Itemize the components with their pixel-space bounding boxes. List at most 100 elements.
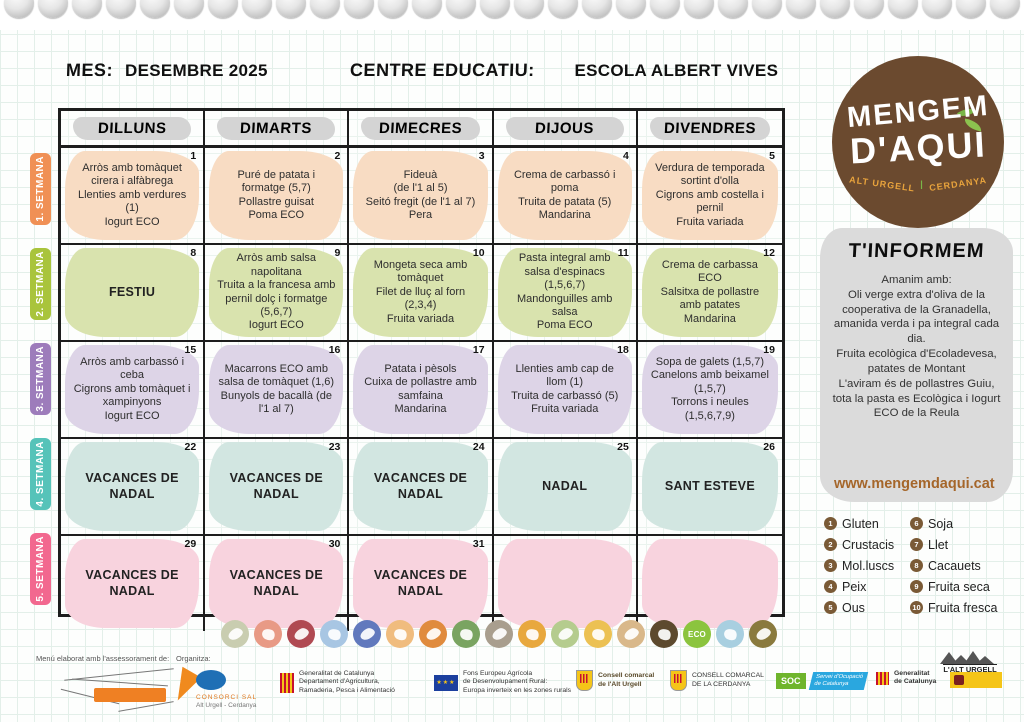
day-number: 22	[184, 441, 197, 453]
footer: Menú elaborat amb l'assessorament de: Or…	[28, 650, 1008, 718]
menu-blob: Puré de patata i formatge (5,7) Pollastr…	[209, 151, 344, 240]
week-row: 22 VACANCES DE NADAL 23 VACANCES DE NADAL 24…	[61, 439, 782, 536]
day-number: 29	[184, 538, 197, 550]
mountains-icon	[940, 650, 1000, 664]
week-tab-3: 3. SETMANA	[30, 343, 51, 415]
allergen-label: Mol.luscs	[842, 558, 895, 573]
allergen-label: Crustacis	[842, 537, 895, 552]
gencat-logo: Generalitat de Catalunya	[876, 670, 936, 687]
menu-cell	[638, 536, 782, 631]
allergen-number-icon: 7	[910, 538, 923, 551]
info-title: T'INFORMEM	[848, 240, 986, 262]
allergen-label: Gluten	[842, 516, 879, 531]
poultry-icon	[518, 620, 546, 648]
week-tab-label: 3. SETMANA	[35, 346, 46, 412]
day-number: 16	[328, 344, 341, 356]
menu-text: VACANCES DE NADAL	[229, 471, 323, 501]
onion-icon	[584, 620, 612, 648]
binder-ring	[582, 0, 612, 18]
food-icons-row: ECO	[221, 620, 777, 648]
binder-ring	[242, 0, 272, 18]
binder-ring	[174, 0, 204, 18]
day-number: 23	[328, 441, 341, 453]
allergen-item: 7 Llet	[910, 534, 1014, 555]
menu-blob: NADAL	[497, 442, 632, 531]
menu-blob: VACANCES DE NADAL	[209, 442, 344, 531]
binder-ring	[684, 0, 714, 18]
menu-calendar: DILLUNS DIMARTS DIMECRES DIJOUS DIVENDRE…	[58, 108, 785, 631]
menu-cell: 4 Crema de carbassó i poma Truita de pata…	[494, 148, 638, 243]
website-link[interactable]: www.mengemdaqui.cat	[834, 476, 995, 492]
week-tab-label: 5. SETMANA	[35, 536, 46, 602]
binder-ring	[616, 0, 646, 18]
allergen-label: Ous	[842, 600, 865, 615]
menu-cell: 26 SANT ESTEVE	[638, 439, 782, 534]
fish-icon	[320, 620, 348, 648]
day-number: 26	[763, 441, 775, 453]
menu-text: Pasta integral amb salsa d'espinacs (1,5…	[517, 252, 613, 332]
allergen-item: 3 Mol.luscs	[824, 555, 910, 576]
senyera-icon	[876, 671, 889, 685]
day-number: 10	[472, 247, 485, 259]
soc-logo: SOC Servei d'Ocupació de Catalunya	[776, 672, 868, 690]
allergen-number-icon: 10	[910, 601, 923, 614]
allergen-number-icon: 9	[910, 580, 923, 593]
chicken-leg-icon	[254, 620, 282, 648]
allergen-number-icon: 4	[824, 580, 837, 593]
menu-text: VACANCES DE NADAL	[85, 568, 179, 598]
blue-fish-icon	[353, 620, 381, 648]
binder-ring	[38, 0, 68, 18]
binder-ring	[956, 0, 986, 18]
binder-ring	[446, 0, 476, 18]
month-value: DESEMBRE 2025	[125, 61, 268, 80]
allergen-item: 4 Peix	[824, 576, 910, 597]
binder-ring	[752, 0, 782, 18]
day-number: 12	[763, 247, 775, 259]
menu-blob: Fideuà (de l'1 al 5) Seitó fregit (de l'…	[353, 151, 488, 240]
binder-ring	[310, 0, 340, 18]
consell-alt-urgell-logo: Consell comarcal de l'Alt Urgell	[576, 670, 654, 691]
binder-ring	[140, 0, 170, 18]
eu-feader-logo: ★★★ Fons Europeu Agrícola de Desenvolupa…	[434, 670, 571, 695]
weekday-dimarts: DIMARTS	[205, 111, 350, 145]
menu-blob: Pasta integral amb salsa d'espinacs (1,5…	[497, 248, 632, 337]
allergen-number-icon: 8	[910, 559, 923, 572]
day-number: 8	[190, 247, 197, 259]
binder-ring	[106, 0, 136, 18]
consell-cerdanya-logo: CONSELL COMARCAL DE LA CERDANYA	[670, 670, 764, 691]
binder-ring	[854, 0, 884, 18]
day-number: 19	[763, 344, 775, 356]
binder-ring	[412, 0, 442, 18]
menu-text: Arròs amb carbassó i ceba Cigrons amb to…	[73, 355, 191, 422]
menu-blob: Verdura de temporada sortint d'olla Cigr…	[641, 151, 778, 240]
menu-text: Mongeta seca amb tomàquet Filet de lluç …	[373, 258, 468, 325]
coat-of-arms-icon	[670, 670, 687, 691]
pasta-icon	[386, 620, 414, 648]
allergen-item: 2 Crustacis	[824, 534, 910, 555]
menu-blob: Patata i pèsols Cuixa de pollastre amb s…	[353, 345, 488, 434]
binder-ring	[344, 0, 374, 18]
allergen-number-icon: 5	[824, 601, 837, 614]
day-number: 17	[472, 344, 485, 356]
week-tab-2: 2. SETMANA	[30, 248, 51, 320]
milk-icon	[716, 620, 744, 648]
menu-cell: 31 VACANCES DE NADAL	[349, 536, 494, 631]
organitza-label: Organitza:	[176, 654, 211, 663]
week-tab-label: 4. SETMANA	[35, 441, 46, 507]
menu-blob	[497, 539, 632, 628]
menu-text: NADAL	[542, 478, 588, 493]
spices-icon	[485, 620, 513, 648]
day-number: 24	[472, 441, 485, 453]
fruit-icon	[551, 620, 579, 648]
binder-ring	[990, 0, 1020, 18]
binder-ring	[548, 0, 578, 18]
binder-ring	[276, 0, 306, 18]
binder-ring	[820, 0, 850, 18]
menu-blob: Arròs amb carbassó i ceba Cigrons amb to…	[65, 345, 200, 434]
menu-cell: 10 Mongeta seca amb tomàquet Filet de llu…	[349, 245, 494, 340]
allergen-number-icon: 1	[824, 517, 837, 530]
binder-ring	[4, 0, 34, 18]
info-box: T'INFORMEM Amanim amb: Oli verge extra d…	[820, 228, 1013, 502]
week-tab-label: 2. SETMANA	[35, 251, 46, 317]
